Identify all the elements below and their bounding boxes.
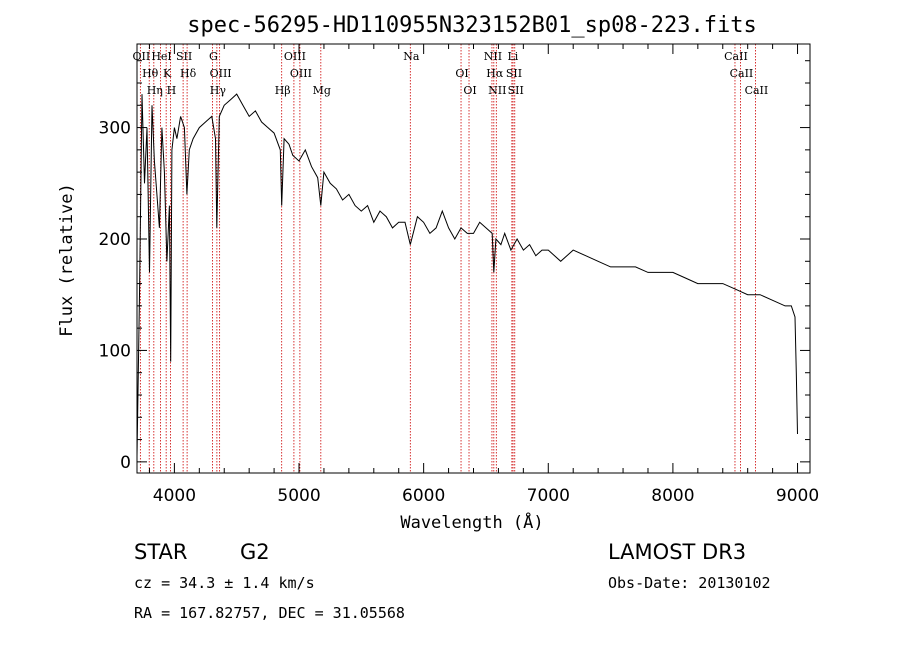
line-marker-label: OIII (210, 67, 232, 80)
x-axis-label: Wavelength (Å) (400, 511, 543, 533)
x-tick-label: 6000 (402, 486, 445, 506)
line-marker-label: CaII (745, 84, 769, 97)
line-marker-label: G (209, 50, 218, 63)
line-marker-label: NII (484, 50, 502, 63)
axis-ticks: 4000 5000 6000 7000 8000 9000 0 100 200 300 (99, 44, 819, 506)
x-tick-label: 5000 (277, 486, 320, 506)
chart-title: spec-56295-HD110955N323152B01_sp08-223.f… (187, 13, 757, 38)
x-tick-label: 8000 (651, 486, 694, 506)
line-marker-label: HeI (151, 50, 171, 63)
coordinates: RA = 167.82757, DEC = 31.05568 (134, 604, 405, 622)
line-marker-label: Hγ (210, 84, 227, 97)
line-marker-label: K (163, 67, 172, 80)
plot-frame (136, 43, 811, 474)
line-marker-labels: OIIHθHηHeIKHSIIHδHγGOIIIHβOIIIOIIIMgNaOI… (133, 50, 769, 97)
line-marker-label: Na (403, 50, 420, 63)
line-marker-label: SII (508, 84, 524, 97)
y-tick-label: 200 (99, 230, 131, 250)
line-marker-label: CaII (724, 50, 748, 63)
line-marker-label: OI (455, 67, 468, 80)
x-tick-label: 9000 (776, 486, 819, 506)
spectrum-line (136, 93, 798, 457)
line-marker-label: CaII (730, 67, 754, 80)
line-marker-label: OI (463, 84, 476, 97)
object-class: STAR (134, 540, 188, 564)
line-marker-label: OIII (290, 67, 312, 80)
line-marker-label: Mg (313, 84, 331, 97)
line-marker-label: Li (507, 50, 518, 63)
y-axis-label: Flux (relative) (57, 183, 77, 337)
redshift-cz: cz = 34.3 ± 1.4 km/s (134, 574, 315, 592)
line-markers (139, 44, 756, 473)
y-tick-label: 100 (99, 341, 131, 361)
line-marker-label: Hβ (275, 84, 291, 97)
line-marker-label: Hα (486, 67, 504, 80)
line-marker-label: NII (488, 84, 506, 97)
line-marker-label: Hθ (142, 67, 159, 80)
y-tick-label: 0 (120, 453, 131, 473)
line-marker-label: H (167, 84, 177, 97)
y-tick-label: 300 (99, 119, 131, 139)
line-marker-label: OIII (284, 50, 306, 63)
object-subclass: G2 (240, 540, 270, 564)
line-marker-label: SII (176, 50, 192, 63)
line-marker-label: Hη (147, 84, 163, 97)
survey-name: LAMOST DR3 (608, 540, 747, 564)
line-marker-label: SII (506, 67, 522, 80)
line-marker-label: Hδ (180, 67, 197, 80)
x-tick-label: 4000 (153, 486, 196, 506)
observation-date: Obs-Date: 20130102 (608, 574, 771, 592)
x-tick-label: 7000 (527, 486, 570, 506)
